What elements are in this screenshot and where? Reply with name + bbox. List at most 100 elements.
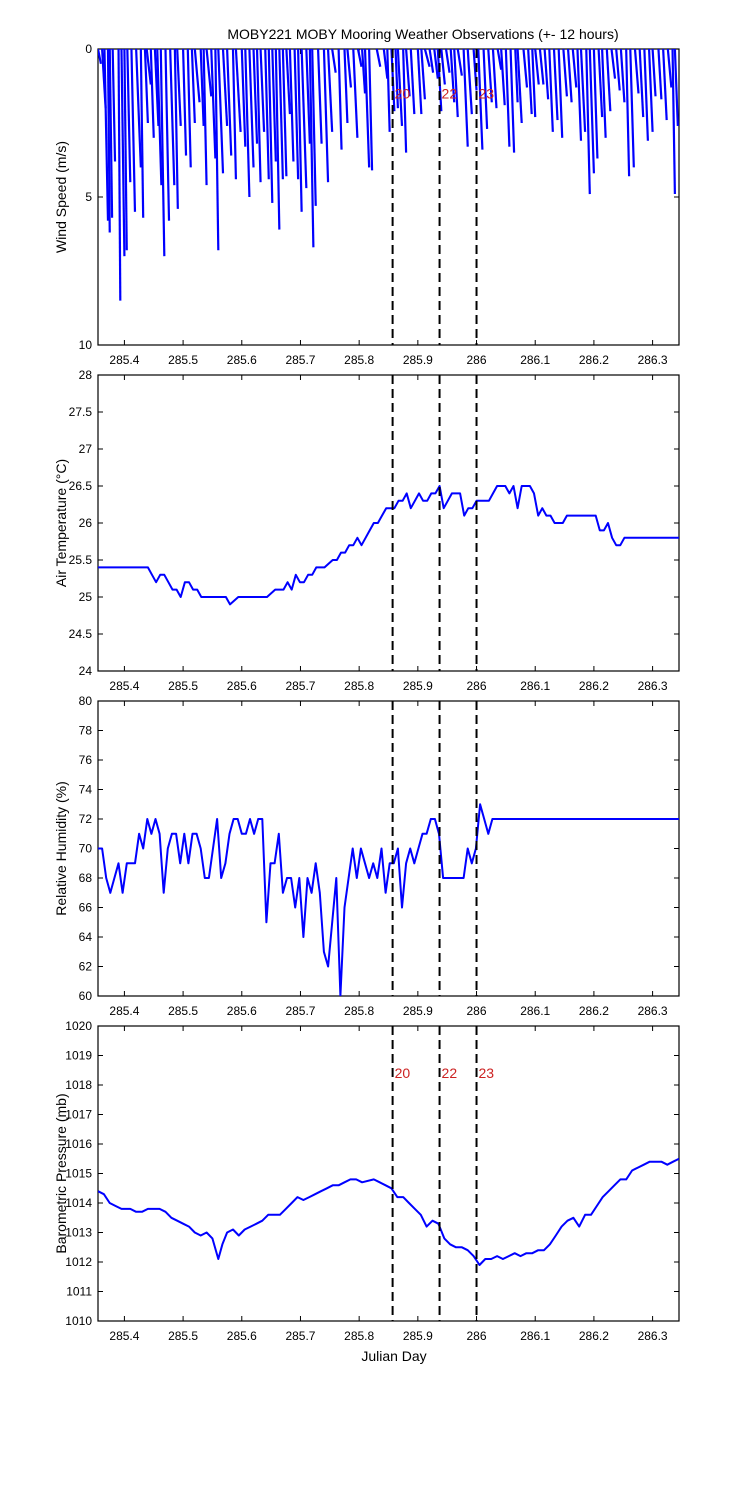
- series-line: [98, 803, 679, 996]
- wind-stick: [500, 49, 506, 106]
- x-tick-label: 285.5: [168, 353, 198, 367]
- wind-stick: [588, 49, 596, 174]
- y-axis-label: Wind Speed (m/s): [53, 141, 69, 253]
- wind-stick: [496, 49, 503, 70]
- wind-stick: [214, 49, 220, 251]
- wind-stick: [420, 49, 426, 100]
- wind-stick: [405, 49, 411, 97]
- wind-stick: [255, 49, 262, 183]
- x-tick-label: 285.4: [109, 1004, 139, 1018]
- y-tick-label: 26.5: [69, 479, 93, 493]
- x-tick-label: 286.3: [638, 679, 668, 693]
- x-axis-label: Julian Day: [361, 1348, 426, 1364]
- wind-stick: [139, 49, 145, 218]
- wind-stick: [130, 49, 137, 212]
- panel-3: 285.4 285.5 285.6 285.7 285.8 285.9 286 286.1 28…: [53, 694, 680, 1018]
- wind-stick: [98, 49, 103, 65]
- wind-stick: [368, 49, 374, 171]
- wind-stick: [538, 49, 545, 85]
- wind-stick: [597, 49, 604, 118]
- wind-stick: [231, 49, 238, 180]
- wind-stick: [516, 49, 523, 124]
- plot-frame: [97, 1025, 680, 1322]
- x-tick-label: 286.3: [638, 1004, 668, 1018]
- wind-stick: [159, 49, 166, 257]
- wind-stick: [135, 49, 142, 168]
- wind-stick: [466, 49, 473, 115]
- wind-stick: [576, 49, 583, 141]
- wind-stick: [305, 49, 311, 144]
- wind-stick: [394, 49, 399, 109]
- wind-stick: [566, 49, 573, 103]
- wind-stick: [120, 49, 126, 257]
- wind-stick: [322, 49, 330, 183]
- marker-label: 23: [479, 85, 495, 101]
- x-tick-label: 286.1: [520, 1329, 550, 1343]
- x-tick-label: 285.5: [168, 1004, 198, 1018]
- wind-stick: [592, 49, 599, 159]
- wind-stick: [673, 49, 679, 127]
- panels: 285.4 285.5 285.6 285.7 285.8 285.9 286 286.1 28…: [53, 42, 680, 1343]
- y-tick-label: 68: [79, 871, 93, 885]
- wind-stick: [402, 49, 408, 153]
- wind-stick: [169, 49, 176, 186]
- wind-stick: [562, 49, 569, 97]
- marker-label: 20: [395, 1065, 411, 1081]
- x-tick-label: 285.9: [403, 1329, 433, 1343]
- y-tick-label: 1014: [65, 1196, 92, 1210]
- x-tick-label: 285.8: [344, 1329, 374, 1343]
- y-tick-label: 1020: [65, 1019, 92, 1033]
- x-tick-label: 285.5: [168, 1329, 198, 1343]
- wind-stick: [108, 49, 114, 218]
- wind-stick: [244, 49, 251, 198]
- wind-stick: [217, 49, 225, 174]
- wind-stick: [234, 49, 242, 132]
- wind-stick: [610, 49, 617, 79]
- x-tick-label: 285.6: [227, 679, 257, 693]
- wind-stick: [629, 49, 635, 168]
- wind-stick: [117, 49, 122, 301]
- x-tick-label: 285.4: [109, 1329, 139, 1343]
- wind-stick: [449, 49, 456, 103]
- wind-stick: [382, 49, 389, 79]
- wind-stick: [456, 49, 463, 76]
- x-tick-label: 286: [467, 1004, 487, 1018]
- y-tick-label: 5: [85, 190, 92, 204]
- wind-stick: [271, 49, 277, 162]
- wind-stick: [210, 49, 217, 159]
- plot-area: [98, 375, 679, 671]
- y-tick-label: 76: [79, 753, 93, 767]
- wind-stick: [440, 49, 446, 85]
- y-axis-label: Barometric Pressure (mb): [53, 1093, 69, 1253]
- y-axis-label: Air Temperature (°C): [53, 459, 69, 587]
- x-tick-label: 285.9: [403, 353, 433, 367]
- wind-stick: [337, 49, 343, 150]
- wind-stick: [173, 49, 179, 209]
- wind-stick: [548, 49, 554, 132]
- wind-stick: [527, 49, 533, 115]
- wind-stick: [264, 49, 270, 180]
- wind-stick: [300, 49, 308, 189]
- wind-stick: [534, 49, 540, 85]
- y-tick-label: 1015: [65, 1167, 92, 1181]
- wind-stick: [293, 49, 300, 180]
- wind-stick: [153, 49, 160, 127]
- wind-stick: [514, 49, 519, 103]
- wind-stick: [346, 49, 353, 88]
- wind-stick: [666, 49, 673, 88]
- wind-stick: [571, 49, 578, 88]
- wind-stick: [601, 49, 607, 138]
- wind-stick: [416, 49, 423, 115]
- x-tick-label: 285.9: [403, 679, 433, 693]
- x-tick-label: 285.6: [227, 1004, 257, 1018]
- wind-stick: [202, 49, 208, 186]
- wind-stick: [274, 49, 281, 230]
- x-tick-label: 286.1: [520, 353, 550, 367]
- marker-label: 22: [442, 85, 458, 101]
- x-tick-label: 285.7: [285, 1004, 315, 1018]
- x-tick-label: 286.2: [579, 353, 609, 367]
- wind-stick: [311, 49, 317, 206]
- wind-stick: [106, 49, 111, 233]
- wind-stick: [281, 49, 288, 177]
- panel-4: 285.4 285.5 285.6 285.7 285.8 285.9 286 286.1 28…: [53, 1019, 680, 1343]
